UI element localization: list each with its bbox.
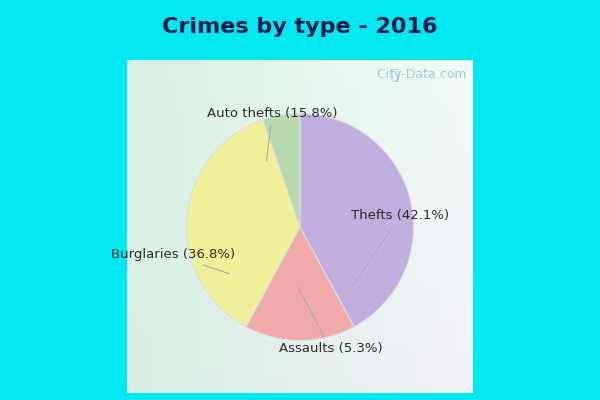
Wedge shape [263, 114, 300, 227]
Text: Thefts (42.1%): Thefts (42.1%) [350, 210, 449, 287]
Text: Auto thefts (15.8%): Auto thefts (15.8%) [207, 107, 338, 161]
Wedge shape [300, 114, 413, 327]
Wedge shape [246, 227, 354, 340]
Text: ⧂: ⧂ [390, 68, 398, 82]
Text: Crimes by type - 2016: Crimes by type - 2016 [162, 17, 438, 37]
Wedge shape [187, 120, 300, 327]
Text: Assaults (5.3%): Assaults (5.3%) [278, 288, 382, 355]
Text: Burglaries (36.8%): Burglaries (36.8%) [110, 248, 235, 274]
Text: City-Data.com: City-Data.com [368, 68, 466, 81]
